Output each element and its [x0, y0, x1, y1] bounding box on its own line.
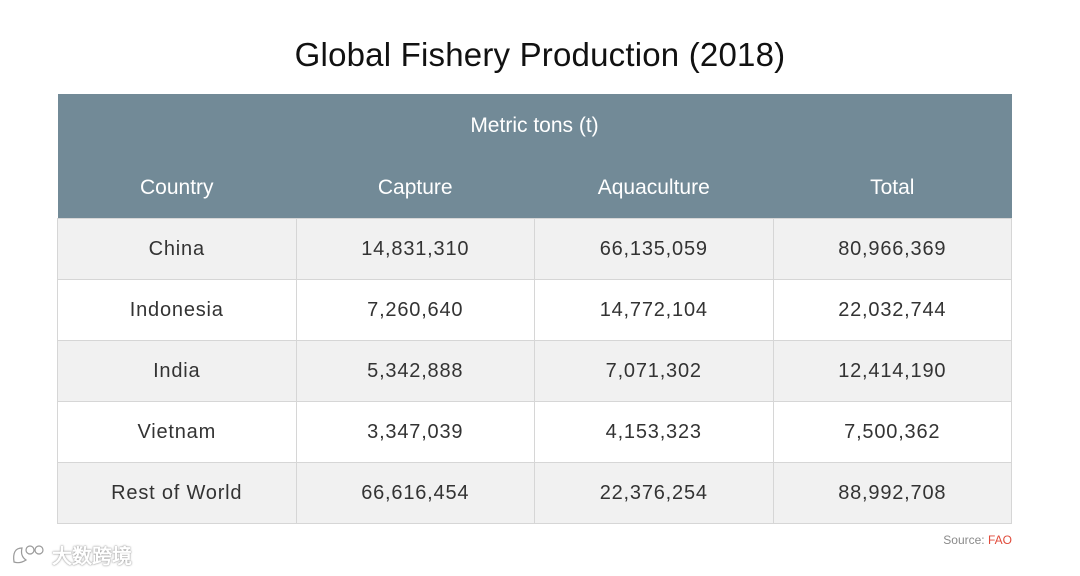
table-row: Vietnam 3,347,039 4,153,323 7,500,362 [57, 401, 1012, 463]
cell-aquaculture: 7,071,302 [534, 340, 774, 402]
table-row: India 5,342,888 7,071,302 12,414,190 [57, 340, 1012, 402]
cell-aquaculture: 14,772,104 [534, 279, 774, 341]
fishery-table: Metric tons (t) Country Capture Aquacult… [57, 94, 1012, 524]
column-header-capture: Capture [296, 157, 535, 219]
table-header: Metric tons (t) Country Capture Aquacult… [57, 94, 1012, 219]
data-table-container: Metric tons (t) Country Capture Aquacult… [57, 94, 1012, 524]
logo-icon [10, 542, 46, 568]
cell-aquaculture: 22,376,254 [534, 462, 774, 524]
cell-capture: 3,347,039 [295, 401, 535, 463]
source-note: Source: FAO [943, 533, 1012, 547]
cell-country: India [57, 340, 297, 402]
cell-capture: 5,342,888 [295, 340, 535, 402]
cell-country: China [57, 218, 297, 280]
cell-capture: 66,616,454 [295, 462, 535, 524]
cell-country: Rest of World [57, 462, 297, 524]
column-header-country: Country [57, 157, 296, 219]
source-label: Source: [943, 533, 985, 547]
cell-aquaculture: 66,135,059 [534, 218, 774, 280]
table-row: Indonesia 7,260,640 14,772,104 22,032,74… [57, 279, 1012, 341]
source-link[interactable]: FAO [987, 533, 1012, 547]
group-header: Metric tons (t) [57, 94, 1012, 157]
table-row: China 14,831,310 66,135,059 80,966,369 [57, 218, 1012, 280]
table-body: China 14,831,310 66,135,059 80,966,369 I… [57, 218, 1012, 524]
cell-country: Indonesia [57, 279, 297, 341]
cell-total: 7,500,362 [772, 401, 1012, 463]
watermark-text: 大数跨境 [52, 546, 132, 568]
chart-title: Global Fishery Production (2018) [294, 36, 786, 73]
cell-total: 22,032,744 [772, 279, 1012, 341]
column-header-aquaculture: Aquaculture [534, 157, 773, 219]
cell-capture: 14,831,310 [295, 218, 535, 280]
watermark: 大数跨境 [10, 540, 132, 569]
cell-capture: 7,260,640 [295, 279, 535, 341]
cell-total: 88,992,708 [772, 462, 1012, 524]
table-row: Rest of World 66,616,454 22,376,254 88,9… [57, 462, 1012, 524]
column-header-total: Total [773, 157, 1012, 219]
cell-aquaculture: 4,153,323 [534, 401, 774, 463]
header-group-row: Metric tons (t) [57, 94, 1012, 157]
header-column-row: Country Capture Aquaculture Total [57, 157, 1012, 219]
cell-country: Vietnam [57, 401, 297, 463]
cell-total: 80,966,369 [772, 218, 1012, 280]
cell-total: 12,414,190 [772, 340, 1012, 402]
